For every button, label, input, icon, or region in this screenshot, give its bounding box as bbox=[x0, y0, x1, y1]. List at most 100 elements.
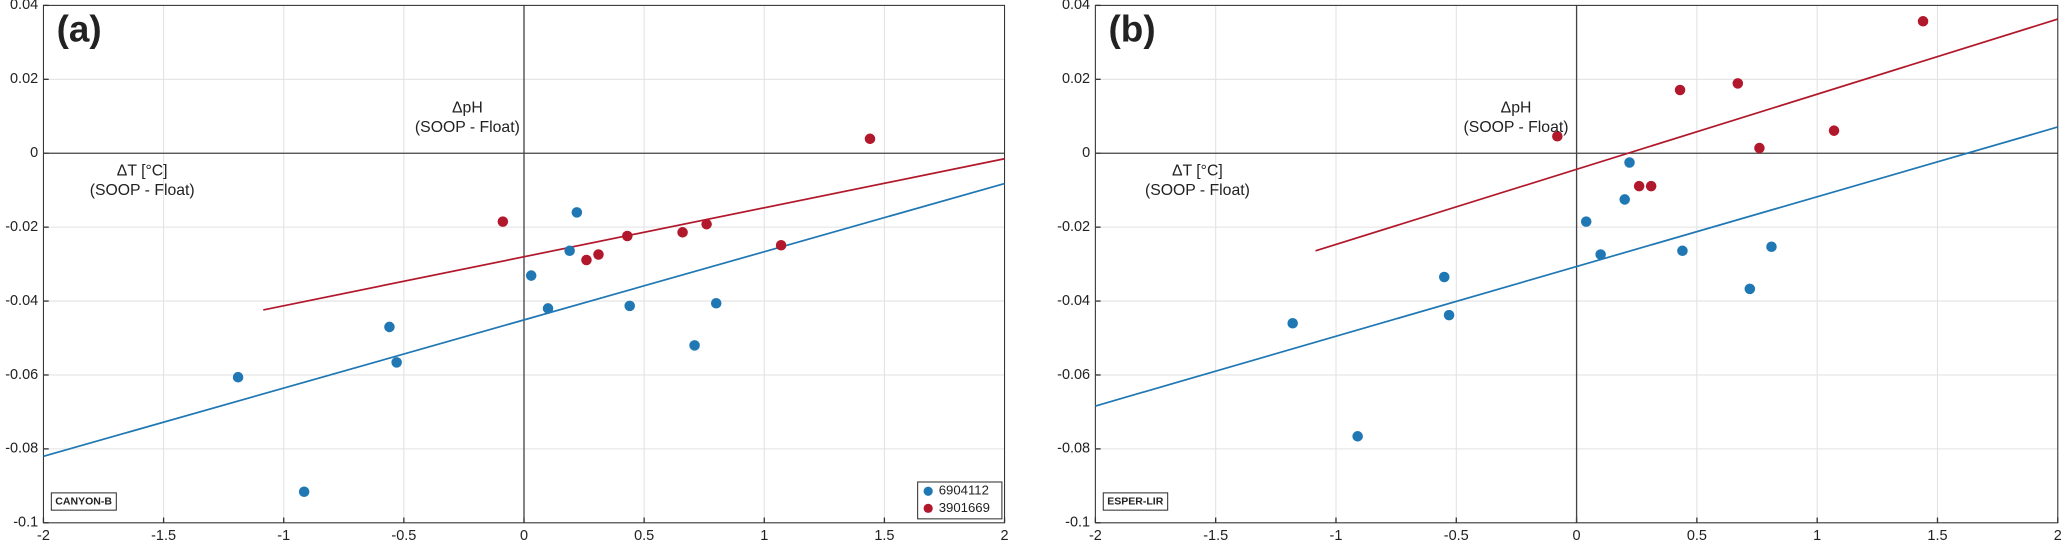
x-tick-label: -2 bbox=[37, 528, 50, 544]
annotation: (SOOP - Float) bbox=[1464, 119, 1569, 136]
annotation: (SOOP - Float) bbox=[1145, 182, 1250, 199]
data-point bbox=[1624, 157, 1635, 168]
plot-frame bbox=[42, 4, 1006, 524]
data-point bbox=[525, 270, 537, 281]
legend: 6904112 3901669 bbox=[917, 481, 1003, 520]
y-tick-label: -0.08 bbox=[1057, 441, 1090, 457]
data-point bbox=[775, 239, 787, 251]
data-point bbox=[391, 357, 402, 368]
data-point bbox=[1677, 245, 1688, 257]
fit-line bbox=[1315, 18, 2059, 252]
x-tick-label: 1.5 bbox=[874, 528, 894, 544]
data-point bbox=[1580, 216, 1592, 227]
fit-line bbox=[263, 157, 1005, 311]
y-tick-label: -0.04 bbox=[1057, 293, 1090, 309]
y-tick-label: 0.02 bbox=[1062, 71, 1090, 87]
data-point bbox=[593, 249, 604, 260]
data-point bbox=[1828, 125, 1840, 136]
data-point bbox=[1287, 317, 1298, 329]
data-point bbox=[1595, 249, 1606, 260]
x-tick-label: 2 bbox=[2054, 528, 2062, 544]
data-point bbox=[1552, 130, 1563, 142]
y-tick-label: -0.06 bbox=[5, 367, 38, 383]
annotation: ΔT [°C] bbox=[1172, 162, 1223, 179]
data-point bbox=[384, 321, 395, 333]
x-tick-label: -1.5 bbox=[151, 528, 176, 544]
fit-line bbox=[43, 182, 1005, 458]
data-point bbox=[677, 227, 688, 238]
data-point bbox=[701, 218, 712, 230]
y-tick-label: 0 bbox=[30, 145, 38, 161]
x-tick-label: 0 bbox=[520, 528, 528, 544]
x-tick-label: -0.5 bbox=[1444, 528, 1469, 544]
panel-label: (b) bbox=[1109, 8, 1156, 49]
data-point bbox=[864, 133, 876, 145]
annotation: (SOOP - Float) bbox=[415, 119, 520, 136]
x-tick-label: 0.5 bbox=[1687, 528, 1707, 544]
data-point bbox=[298, 486, 310, 498]
y-tick-label: -0.1 bbox=[13, 515, 38, 531]
y-tick-label: 0.02 bbox=[10, 71, 38, 87]
x-tick-label: -1 bbox=[277, 528, 290, 544]
data-point bbox=[1754, 142, 1765, 154]
data-point bbox=[622, 230, 633, 242]
data-point bbox=[1619, 194, 1630, 205]
annotation: ΔpH bbox=[452, 99, 483, 116]
y-tick-label: -0.04 bbox=[5, 293, 38, 309]
annotation: ΔpH bbox=[1501, 99, 1532, 116]
data-point bbox=[1438, 271, 1450, 283]
data-point bbox=[564, 245, 575, 257]
method-label: ESPER-LIR bbox=[1107, 496, 1163, 508]
data-point bbox=[624, 300, 635, 312]
x-tick-label: 1 bbox=[760, 528, 768, 544]
data-point bbox=[497, 216, 509, 227]
method-box bbox=[1102, 492, 1169, 511]
y-tick-label: 0 bbox=[1082, 145, 1090, 161]
annotation: (SOOP - Float) bbox=[90, 182, 195, 199]
x-tick-label: 1 bbox=[1813, 528, 1821, 544]
method-label: CANYON-B bbox=[55, 496, 112, 508]
method-box bbox=[50, 492, 117, 511]
data-point bbox=[1633, 180, 1645, 192]
data-point bbox=[1744, 283, 1756, 295]
y-tick-label: 0.04 bbox=[1062, 0, 1090, 13]
data-point bbox=[232, 371, 244, 383]
x-tick-label: 2 bbox=[1001, 528, 1009, 544]
x-tick-label: -1.5 bbox=[1203, 528, 1228, 544]
data-point bbox=[1732, 78, 1744, 89]
data-point bbox=[542, 303, 554, 314]
fit-line bbox=[1095, 126, 2059, 407]
y-tick-label: -0.06 bbox=[1057, 367, 1090, 383]
x-tick-label: 1.5 bbox=[1927, 528, 1947, 544]
annotation: ΔT [°C] bbox=[117, 162, 168, 179]
data-point bbox=[689, 340, 700, 351]
x-tick-label: -1 bbox=[1330, 528, 1343, 544]
data-point bbox=[1766, 241, 1777, 252]
data-point bbox=[1674, 84, 1686, 96]
data-point bbox=[1645, 180, 1657, 192]
data-point bbox=[1917, 16, 1929, 27]
data-point bbox=[710, 298, 722, 309]
data-point bbox=[1352, 431, 1363, 442]
legend-marker bbox=[923, 503, 933, 513]
legend-label: 3901669 bbox=[939, 500, 990, 515]
y-tick-label: -0.02 bbox=[5, 219, 38, 235]
x-tick-label: 0 bbox=[1573, 528, 1581, 544]
legend-label: 6904112 bbox=[939, 483, 989, 498]
x-tick-label: 0.5 bbox=[634, 528, 654, 544]
x-tick-label: -0.5 bbox=[391, 528, 416, 544]
y-tick-label: -0.08 bbox=[5, 441, 38, 457]
x-tick-label: -2 bbox=[1089, 528, 1102, 544]
data-point bbox=[581, 254, 592, 266]
y-tick-label: -0.02 bbox=[1057, 219, 1090, 235]
data-point bbox=[1443, 309, 1455, 321]
data-point bbox=[571, 207, 583, 218]
y-tick-label: 0.04 bbox=[10, 0, 38, 13]
legend-box bbox=[917, 481, 1003, 520]
y-tick-label: -0.1 bbox=[1065, 515, 1090, 531]
panel-label: (a) bbox=[57, 8, 102, 49]
panel: -0.1 -0.08 -0.06 -0.04 -0.02 0 0.02 0.04 -2 -1.5 -… bbox=[1057, 0, 2062, 544]
legend-marker bbox=[923, 486, 933, 496]
panel: -0.1 -0.08 -0.06 -0.04 -0.02 0 0.02 0.04 -2 -1.5 -… bbox=[5, 0, 1008, 544]
